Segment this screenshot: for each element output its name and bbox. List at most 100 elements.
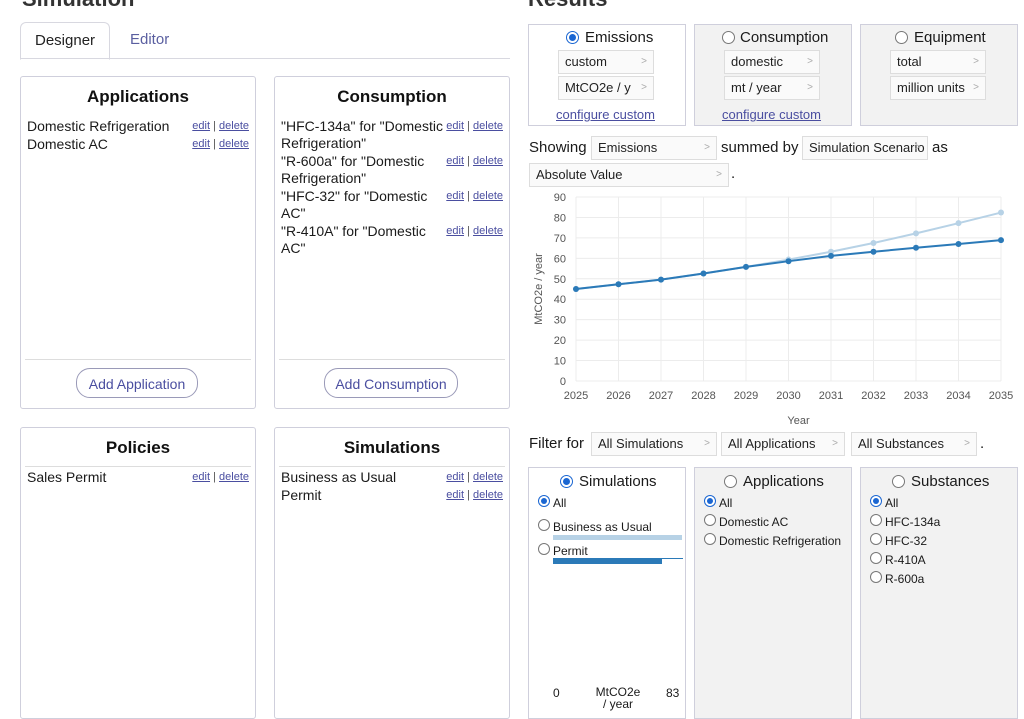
app-option-domestic-refrigeration[interactable]: Domestic Refrigeration xyxy=(719,534,842,548)
consumption-title: Consumption xyxy=(337,87,447,106)
sub-option-hfc-134a[interactable]: HFC-134a xyxy=(885,515,941,529)
applications-filter-radio[interactable] xyxy=(724,475,737,488)
sim-option-bau[interactable]: Business as Usual xyxy=(553,520,652,534)
edit-link[interactable]: edit xyxy=(192,120,211,132)
sub-option-r-410a[interactable]: R-410A xyxy=(885,553,926,567)
filter-applications-select[interactable]: All Applications > xyxy=(721,432,845,456)
edit-link[interactable]: edit xyxy=(192,138,211,150)
delete-link[interactable]: delete xyxy=(219,120,249,132)
edit-link[interactable]: edit xyxy=(192,471,211,483)
application-name: Domestic Refrigeration xyxy=(27,118,170,134)
edit-link[interactable]: edit xyxy=(446,489,465,501)
divider xyxy=(25,359,251,360)
sim-option-all[interactable]: All xyxy=(553,496,567,510)
equipment-box: Equipment total > million units > xyxy=(860,24,1018,126)
configure-custom-consumption-link[interactable]: configure custom xyxy=(722,107,821,122)
add-application-button[interactable]: Add Application xyxy=(76,368,198,398)
chevron-down-icon: > xyxy=(964,438,970,449)
add-consumption-button[interactable]: Add Consumption xyxy=(324,368,458,398)
filter-substances-select[interactable]: All Substances > xyxy=(851,432,977,456)
sub-option-hfc-32[interactable]: HFC-32 xyxy=(885,534,928,548)
consumption-panel: Consumption "HFC-134a" for "Domestic Ref… xyxy=(274,76,510,409)
edit-link[interactable]: edit xyxy=(446,471,465,483)
value-mode-select[interactable]: Absolute Value > xyxy=(529,163,729,187)
chevron-down-icon: > xyxy=(704,142,710,153)
emissions-radio[interactable] xyxy=(566,31,579,44)
tab-editor[interactable]: Editor xyxy=(130,31,170,48)
data-point xyxy=(955,241,962,248)
delete-link[interactable]: delete xyxy=(473,190,503,202)
equipment-radio[interactable] xyxy=(895,31,908,44)
delete-link[interactable]: delete xyxy=(473,225,503,237)
applications-filter-box: Applications All Domestic AC Domestic Re… xyxy=(694,467,852,719)
consumption-name: "R-410A" for "Domestic AC" xyxy=(281,223,426,256)
simulations-filter-title: Simulations xyxy=(579,473,657,490)
edit-link[interactable]: edit xyxy=(446,155,465,167)
simulations-panel: Simulations Business as Usual edit | del… xyxy=(274,427,510,719)
sim-option-permit-radio[interactable] xyxy=(538,543,550,555)
consumption-radio[interactable] xyxy=(722,31,735,44)
sub-option-r-600a[interactable]: R-600a xyxy=(885,572,925,586)
edit-link[interactable]: edit xyxy=(446,120,465,132)
delete-link[interactable]: delete xyxy=(473,120,503,132)
applications-title: Applications xyxy=(86,87,189,106)
filter-simulations-select[interactable]: All Simulations > xyxy=(591,432,717,456)
y-tick-label: 90 xyxy=(554,192,566,204)
tab-designer[interactable]: Designer xyxy=(20,22,111,60)
policies-panel: Policies Sales Permit edit | delete xyxy=(20,427,256,719)
consumption-type-select[interactable]: domestic > xyxy=(724,50,820,74)
sub-option-all[interactable]: All xyxy=(885,496,899,510)
list-item: Domestic Refrigeration edit | delete xyxy=(27,118,249,136)
filter-end: . xyxy=(980,435,985,452)
delete-link[interactable]: delete xyxy=(473,489,503,501)
chevron-down-icon: > xyxy=(716,169,722,180)
app-option-domestic-ac[interactable]: Domestic AC xyxy=(719,515,789,529)
group-by-select[interactable]: Simulation Scenario > xyxy=(802,136,928,160)
chevron-down-icon: > xyxy=(807,82,813,93)
delete-link[interactable]: delete xyxy=(219,138,249,150)
emissions-type-select[interactable]: custom > xyxy=(558,50,654,74)
tab-divider xyxy=(20,58,510,59)
delete-link[interactable]: delete xyxy=(473,471,503,483)
sub-option-all-radio[interactable] xyxy=(870,495,882,507)
equipment-label: Equipment xyxy=(914,29,986,46)
simulations-filter-radio[interactable] xyxy=(560,475,573,488)
consumption-unit-select[interactable]: mt / year > xyxy=(724,76,820,100)
app-option-all[interactable]: All xyxy=(719,496,733,510)
x-tick-label: 2030 xyxy=(776,390,800,402)
permit-bar-baseline xyxy=(553,558,683,559)
substances-filter-radio[interactable] xyxy=(892,475,905,488)
emissions-unit-select[interactable]: MtCO2e / y > xyxy=(558,76,654,100)
simulation-name: Business as Usual xyxy=(281,469,397,485)
results-heading: Results xyxy=(528,0,607,12)
list-item: Permit edit | delete xyxy=(281,487,503,505)
data-point xyxy=(955,220,962,227)
edit-link[interactable]: edit xyxy=(446,225,465,237)
app-option-refrig-radio[interactable] xyxy=(704,533,716,545)
sub-option-hfc32-radio[interactable] xyxy=(870,533,882,545)
sim-option-permit[interactable]: Permit xyxy=(553,544,588,558)
showing-metric-select[interactable]: Emissions > xyxy=(591,136,717,160)
y-tick-label: 10 xyxy=(554,356,566,368)
sim-option-all-radio[interactable] xyxy=(538,495,550,507)
list-item: "R-410A" for "Domestic AC" edit | delete xyxy=(281,223,503,257)
x-tick-label: 2028 xyxy=(691,390,715,402)
equipment-type-select[interactable]: total > xyxy=(890,50,986,74)
equipment-unit-select[interactable]: million units > xyxy=(890,76,986,100)
configure-custom-emissions-link[interactable]: configure custom xyxy=(556,107,655,122)
delete-link[interactable]: delete xyxy=(473,155,503,167)
delete-link[interactable]: delete xyxy=(219,471,249,483)
edit-link[interactable]: edit xyxy=(446,190,465,202)
showing-label: Showing xyxy=(529,139,587,156)
scale-unit: MtCO2e / year xyxy=(595,685,641,711)
app-option-all-radio[interactable] xyxy=(704,495,716,507)
sub-option-r600a-radio[interactable] xyxy=(870,571,882,583)
application-name: Domestic AC xyxy=(27,136,108,152)
y-tick-label: 70 xyxy=(554,233,566,245)
sub-option-r410a-radio[interactable] xyxy=(870,552,882,564)
x-tick-label: 2033 xyxy=(904,390,928,402)
sub-option-hfc134a-radio[interactable] xyxy=(870,514,882,526)
applications-filter-title: Applications xyxy=(743,473,824,490)
app-option-ac-radio[interactable] xyxy=(704,514,716,526)
sim-option-bau-radio[interactable] xyxy=(538,519,550,531)
